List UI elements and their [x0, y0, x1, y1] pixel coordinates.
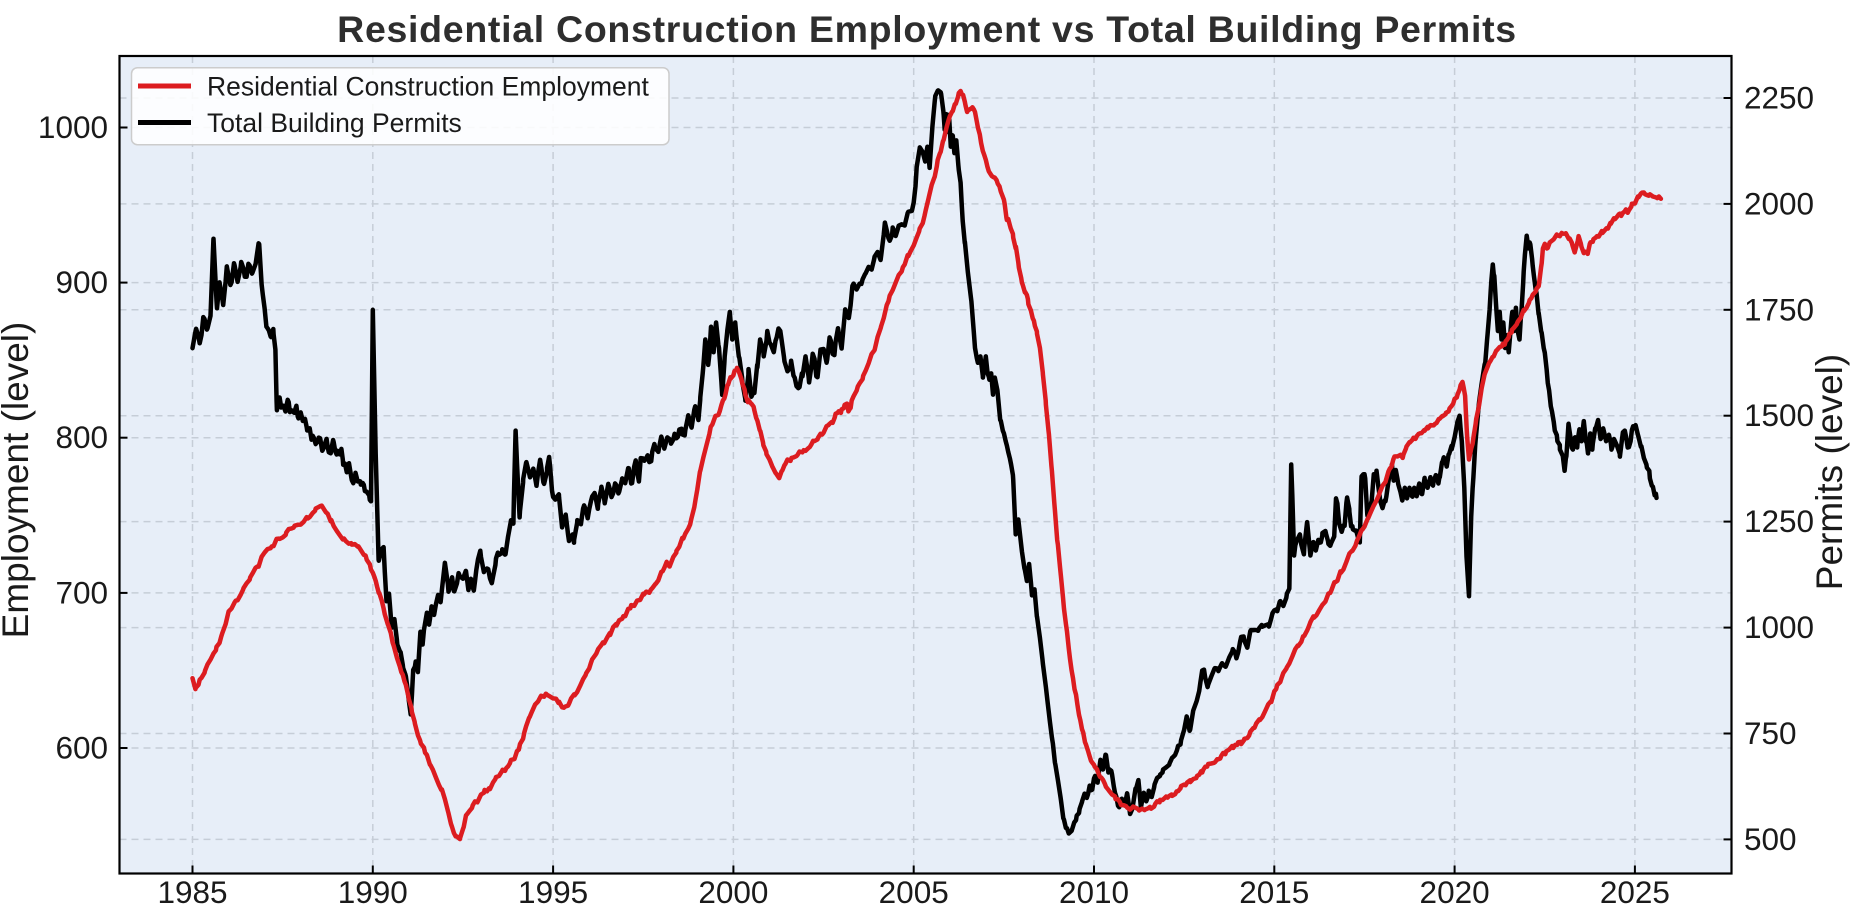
svg-text:Employment (level): Employment (level)	[0, 322, 36, 639]
svg-text:2020: 2020	[1420, 874, 1490, 910]
svg-text:1995: 1995	[518, 874, 588, 910]
svg-text:2000: 2000	[698, 874, 768, 910]
svg-text:2015: 2015	[1239, 874, 1309, 910]
svg-text:1000: 1000	[38, 109, 108, 145]
svg-text:900: 900	[55, 264, 108, 300]
svg-text:1985: 1985	[157, 874, 227, 910]
svg-text:Permits (level): Permits (level)	[1809, 354, 1850, 590]
svg-text:800: 800	[55, 419, 108, 455]
svg-text:1250: 1250	[1744, 503, 1814, 539]
svg-text:700: 700	[55, 574, 108, 610]
svg-text:750: 750	[1744, 715, 1797, 751]
svg-text:1500: 1500	[1744, 397, 1814, 433]
svg-text:2010: 2010	[1059, 874, 1129, 910]
svg-text:1990: 1990	[338, 874, 408, 910]
svg-text:Residential Construction Emplo: Residential Construction Employment	[207, 72, 650, 102]
svg-text:Total Building Permits: Total Building Permits	[207, 108, 462, 138]
svg-text:2005: 2005	[879, 874, 949, 910]
svg-text:2250: 2250	[1744, 80, 1814, 116]
svg-text:1000: 1000	[1744, 609, 1814, 645]
svg-text:2025: 2025	[1600, 874, 1670, 910]
svg-text:600: 600	[55, 730, 108, 766]
svg-text:2000: 2000	[1744, 185, 1814, 221]
svg-text:Residential Construction Emplo: Residential Construction Employment vs T…	[337, 8, 1517, 50]
svg-text:500: 500	[1744, 821, 1797, 857]
svg-text:1750: 1750	[1744, 291, 1814, 327]
